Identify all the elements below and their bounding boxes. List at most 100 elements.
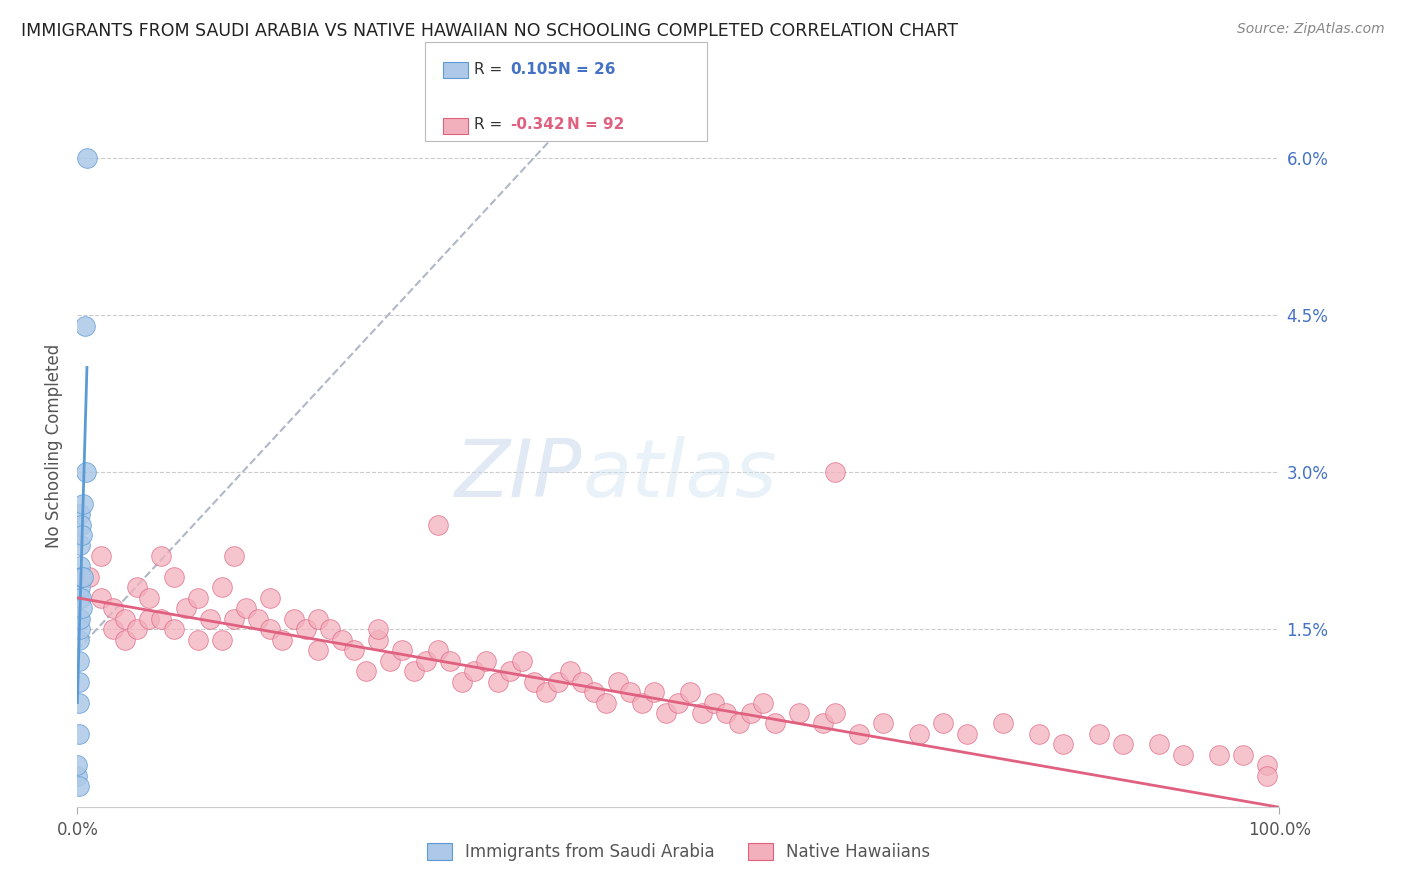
Point (1208, 747, 1230, 762)
Point (294, 622, 316, 636)
Point (259, 622, 281, 636)
Point (510, 654, 533, 668)
Text: N = 92: N = 92 (567, 118, 624, 132)
Point (908, 727, 931, 741)
Point (427, 643, 450, 657)
Point (66, 758, 89, 772)
Point (67, 591, 90, 605)
Point (283, 612, 305, 626)
Point (354, 664, 377, 678)
Point (69, 539, 91, 553)
Point (1088, 727, 1111, 741)
Point (162, 622, 184, 636)
Point (716, 706, 738, 720)
Point (679, 685, 702, 699)
Text: -0.342: -0.342 (510, 118, 565, 132)
Point (1256, 758, 1278, 772)
Point (69, 507, 91, 521)
Point (787, 706, 810, 720)
Point (643, 685, 665, 699)
Point (67, 696, 90, 710)
Point (475, 654, 498, 668)
Point (79, 570, 101, 584)
Point (607, 674, 630, 689)
Point (67, 654, 90, 668)
Point (583, 685, 606, 699)
Point (307, 612, 329, 626)
Point (69, 580, 91, 594)
Point (235, 601, 257, 615)
Point (1256, 769, 1278, 783)
Point (162, 570, 184, 584)
Point (991, 716, 1014, 731)
Point (343, 643, 366, 657)
Point (66, 769, 89, 783)
Point (402, 664, 425, 678)
Point (391, 643, 413, 657)
Point (67, 780, 90, 794)
Point (319, 622, 342, 636)
Point (1173, 747, 1195, 762)
Point (848, 727, 870, 741)
Point (427, 517, 450, 532)
Point (619, 685, 641, 699)
Point (259, 591, 281, 605)
Point (631, 696, 654, 710)
Point (69, 612, 91, 626)
Point (534, 685, 557, 699)
Point (67, 674, 90, 689)
Point (655, 706, 678, 720)
Y-axis label: No Schooling Completed: No Schooling Completed (45, 344, 63, 548)
Point (763, 716, 786, 731)
Point (103, 601, 125, 615)
Point (463, 664, 485, 678)
Point (174, 601, 197, 615)
Point (668, 696, 690, 710)
Point (211, 580, 233, 594)
Point (114, 612, 136, 626)
Legend: Immigrants from Saudi Arabia, Native Hawaiians: Immigrants from Saudi Arabia, Native Haw… (420, 836, 936, 868)
Point (439, 654, 461, 668)
Text: R =: R = (474, 62, 502, 77)
Text: atlas: atlas (582, 436, 778, 514)
Point (956, 727, 979, 741)
Text: N = 26: N = 26 (558, 62, 616, 77)
Point (186, 591, 209, 605)
Point (103, 622, 125, 636)
Point (67, 727, 90, 741)
Point (127, 580, 149, 594)
Point (72, 570, 94, 584)
Point (751, 696, 773, 710)
Point (1232, 747, 1254, 762)
Text: IMMIGRANTS FROM SAUDI ARABIA VS NATIVE HAWAIIAN NO SCHOOLING COMPLETED CORRELATI: IMMIGRANTS FROM SAUDI ARABIA VS NATIVE H… (21, 22, 957, 40)
Point (547, 674, 569, 689)
Point (523, 674, 546, 689)
Point (70, 601, 93, 615)
Point (138, 612, 160, 626)
Point (367, 632, 389, 647)
Point (70, 570, 93, 584)
Point (415, 654, 437, 668)
Point (824, 706, 846, 720)
Point (932, 716, 955, 731)
Point (367, 622, 389, 636)
Point (67, 612, 90, 626)
Point (703, 696, 725, 710)
Point (378, 654, 401, 668)
Text: Source: ZipAtlas.com: Source: ZipAtlas.com (1237, 22, 1385, 37)
Point (211, 632, 233, 647)
Point (692, 706, 714, 720)
Point (451, 674, 474, 689)
Text: R =: R = (474, 118, 502, 132)
Point (67, 632, 90, 647)
Point (307, 643, 329, 657)
Point (72, 497, 94, 511)
Point (90, 549, 112, 563)
Point (1149, 738, 1171, 752)
Point (69, 559, 91, 574)
Point (571, 674, 593, 689)
Point (246, 612, 269, 626)
Point (595, 696, 617, 710)
Point (222, 612, 245, 626)
Point (69, 622, 91, 636)
